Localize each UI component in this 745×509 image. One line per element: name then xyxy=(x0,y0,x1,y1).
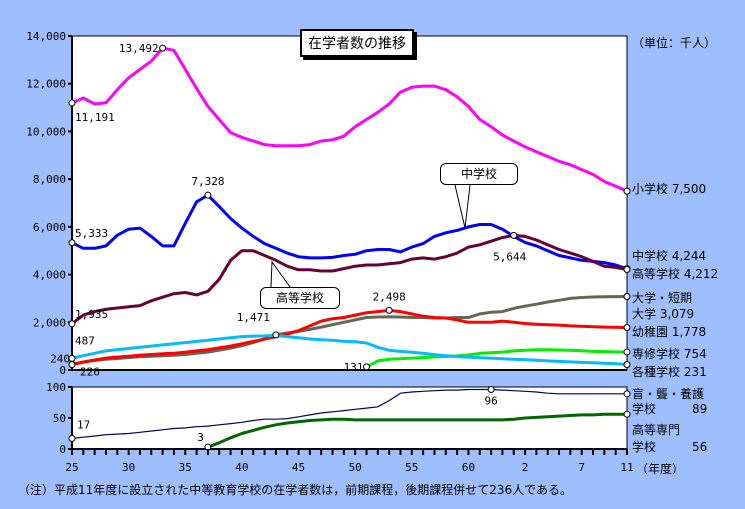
callout-middle-school: 中学校 xyxy=(440,163,518,185)
x-tick-label: 2 xyxy=(522,461,529,474)
upper-annotation-marker xyxy=(623,187,631,195)
upper-data-label: 1,471 xyxy=(237,311,270,324)
upper-data-label: 5,644 xyxy=(493,250,526,263)
upper-y-tick-label: 0 xyxy=(59,364,66,377)
chart-title: 在学者数の推移 xyxy=(300,29,414,57)
upper-annotation-marker xyxy=(68,239,76,247)
upper-series-line-3 xyxy=(71,295,628,366)
upper-annotation-marker xyxy=(362,363,370,371)
end-label-middle: 中学校 4,244 xyxy=(632,249,707,263)
upper-data-label: 2,498 xyxy=(373,290,406,303)
x-tick-label: 11 xyxy=(620,461,633,474)
callout-high-school: 高等学校 xyxy=(260,287,340,309)
upper-data-label: 487 xyxy=(75,334,95,347)
upper-annotation-marker xyxy=(510,231,518,239)
upper-series-line-4 xyxy=(71,308,628,367)
x-tick-label: 7 xyxy=(578,461,585,474)
end-label-elementary: 小学校 7,500 xyxy=(632,182,707,196)
end-label-misc: 各種学校 231 xyxy=(632,365,707,379)
upper-annotation-marker xyxy=(68,99,76,107)
x-tick-label: 30 xyxy=(122,461,135,474)
upper-annotation-marker xyxy=(272,331,280,339)
upper-annotation-marker xyxy=(385,306,393,314)
lower-y-tick-label: 100 xyxy=(46,381,66,394)
upper-y-tick-label: 2,000 xyxy=(33,316,66,329)
upper-plot-area xyxy=(71,35,628,371)
upper-data-label: 226 xyxy=(80,366,100,379)
x-axis-label: （年度） xyxy=(636,462,685,476)
upper-series-end-marker xyxy=(623,360,631,368)
x-tick-label: 60 xyxy=(462,461,475,474)
upper-series-end-marker xyxy=(623,324,631,332)
unit-label: （単位：千人） xyxy=(632,36,717,50)
upper-series-line-2 xyxy=(71,233,628,325)
end-label-university-2: 大学 3,079 xyxy=(632,307,695,321)
upper-annotation-marker xyxy=(159,44,167,52)
lower-series-line-0 xyxy=(71,388,627,440)
end-label-technical-1: 高等専門 xyxy=(632,423,681,437)
x-tick-label: 35 xyxy=(179,461,192,474)
upper-annotation-marker xyxy=(68,320,76,328)
upper-data-label: 7,328 xyxy=(191,175,224,188)
upper-annotation-marker xyxy=(68,354,76,362)
upper-data-label: 11,191 xyxy=(75,111,115,124)
upper-series-end-marker xyxy=(623,293,631,301)
x-tick-label: 50 xyxy=(349,461,362,474)
end-label-technical-2: 学校 56 xyxy=(632,440,708,454)
lower-data-label: 17 xyxy=(77,418,90,431)
end-label-special-needs-1: 盲・聾・養護 xyxy=(632,387,705,401)
end-label-university-1: 大学・短期 xyxy=(632,291,693,305)
upper-series-end-marker xyxy=(623,348,631,356)
x-tick-label: 45 xyxy=(292,461,305,474)
lower-annotation-marker xyxy=(68,434,76,442)
callout-high-pointer xyxy=(270,260,291,288)
upper-annotation-marker xyxy=(204,191,212,199)
lower-series-end-marker xyxy=(623,410,631,418)
upper-y-tick-label: 6,000 xyxy=(33,221,66,234)
x-tick-label: 25 xyxy=(65,461,78,474)
end-label-high: 高等学校 4,212 xyxy=(632,267,719,281)
end-label-specialized: 専修学校 754 xyxy=(632,347,707,361)
lower-annotation-marker xyxy=(487,385,495,393)
lower-y-tick-label: 50 xyxy=(53,412,66,425)
upper-y-tick-label: 8,000 xyxy=(33,173,66,186)
upper-y-tick-label: 4,000 xyxy=(33,269,66,282)
x-tick-label: 40 xyxy=(235,461,248,474)
lower-series-line-1 xyxy=(207,412,627,449)
lower-series-end-marker xyxy=(623,390,631,398)
footnote: （注）平成11年度に設立された中等教育学校の在学者数は，前期課程，後期課程併せて… xyxy=(18,483,573,497)
lower-data-label: 3 xyxy=(197,431,204,444)
lower-y-tick-label: 0 xyxy=(59,443,66,456)
lower-data-label: 96 xyxy=(484,394,497,407)
upper-series-end-marker xyxy=(623,266,631,274)
upper-annotation-marker xyxy=(68,361,76,369)
upper-data-label: 13,492 xyxy=(119,42,159,55)
upper-y-tick-label: 10,000 xyxy=(26,125,66,138)
x-tick-label: 55 xyxy=(405,461,418,474)
upper-data-label: 131 xyxy=(344,361,364,374)
upper-data-label: 240 xyxy=(50,352,70,365)
upper-series-line-6 xyxy=(71,333,628,366)
upper-data-label: 1,935 xyxy=(75,308,108,321)
upper-y-tick-label: 14,000 xyxy=(26,30,66,43)
upper-series-line-5 xyxy=(365,348,628,369)
upper-y-tick-label: 12,000 xyxy=(26,78,66,91)
end-label-kindergarten: 幼稚園 1,778 xyxy=(632,325,707,339)
upper-data-label: 5,333 xyxy=(75,227,108,240)
upper-series-line-1 xyxy=(71,193,628,271)
end-label-special-needs-2: 学校 89 xyxy=(632,402,708,416)
